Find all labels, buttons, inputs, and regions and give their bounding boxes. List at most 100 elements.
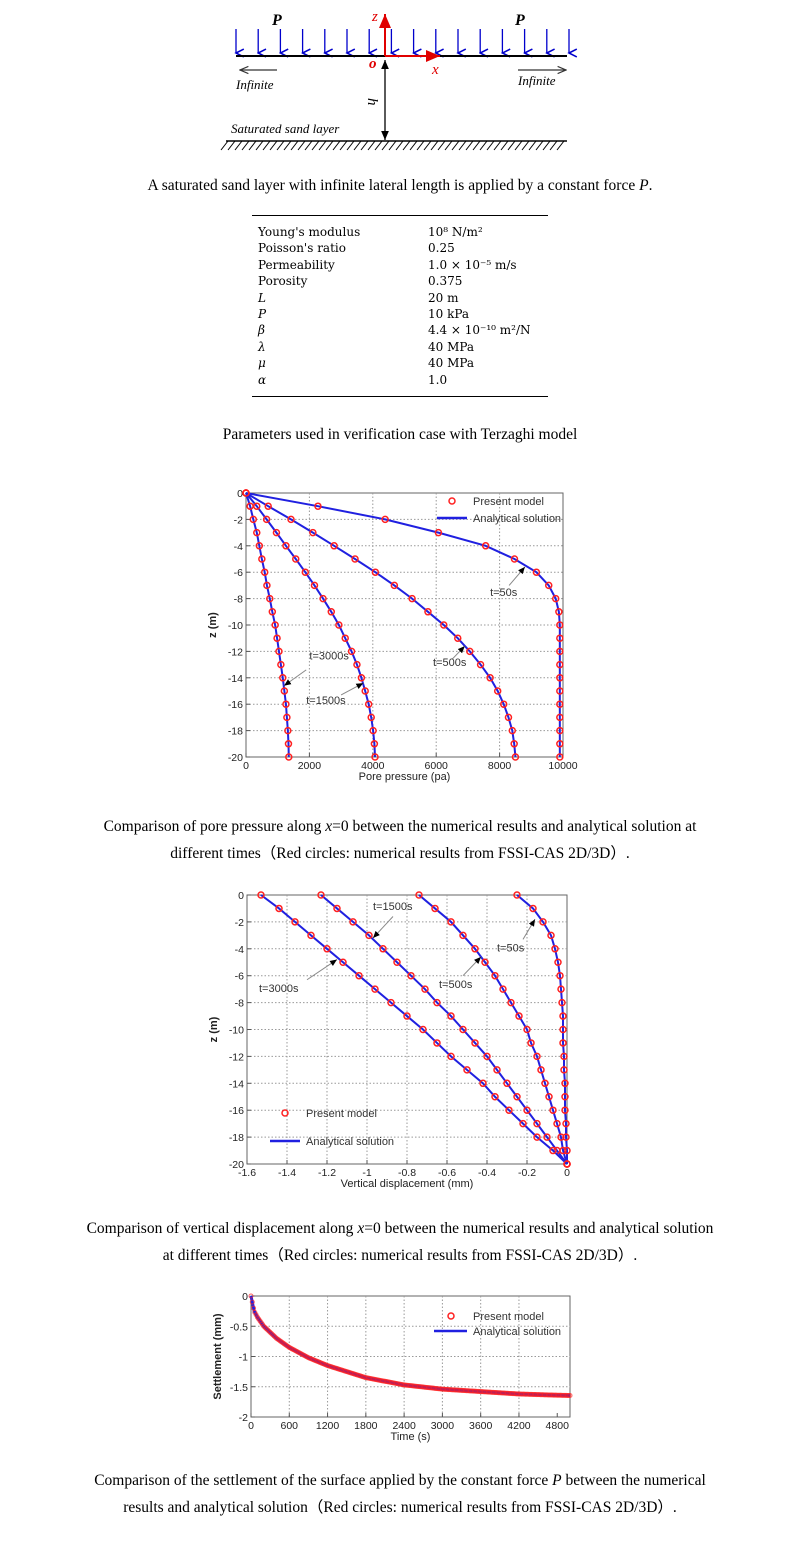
- data-point: [556, 621, 564, 629]
- hatch-line: [423, 140, 432, 151]
- data-point: [555, 608, 563, 616]
- y-tick-label: -14: [228, 673, 243, 685]
- data-point: [403, 1012, 411, 1020]
- data-point: [499, 700, 508, 708]
- data-point: [559, 1012, 567, 1020]
- data-point: [556, 713, 564, 722]
- data-point: [454, 634, 462, 642]
- series-line: [245, 492, 290, 758]
- x-tick-label: 2400: [392, 1420, 416, 1432]
- data-point: [433, 998, 441, 1007]
- data-point: [532, 568, 541, 576]
- series-line: [516, 894, 568, 1164]
- data-point: [353, 660, 361, 669]
- hatch-line: [416, 140, 425, 151]
- data-point: [529, 904, 537, 913]
- terzaghi-diagram: z x o P P Infinite Infinite h Saturated …: [220, 9, 590, 151]
- annotation-label: t=50s: [497, 942, 525, 954]
- hatch-line: [493, 140, 502, 151]
- data-point: [560, 1052, 568, 1061]
- x-tick-label: -0.8: [398, 1167, 416, 1179]
- hatch-line: [535, 140, 544, 151]
- param-row: β 4.4 × 10⁻¹⁰ m²/N: [252, 322, 548, 338]
- data-point: [541, 1079, 549, 1088]
- hatch-line: [395, 140, 404, 151]
- data-point: [556, 700, 564, 708]
- annotation-arrow: [508, 566, 526, 586]
- data-point: [561, 1093, 569, 1101]
- bedrock-hatch: [220, 140, 565, 151]
- y-tick-label: -1.5: [230, 1382, 248, 1394]
- data-point: [486, 674, 494, 682]
- infinite-right-label: Infinite: [517, 73, 556, 88]
- data-point: [407, 971, 415, 980]
- data-point: [491, 1093, 499, 1101]
- hatch-line: [304, 140, 313, 151]
- data-point: [275, 647, 283, 656]
- data-point: [333, 904, 341, 913]
- data-point: [556, 660, 564, 669]
- data-point: [544, 581, 553, 590]
- data-point: [260, 568, 269, 576]
- data-point: [284, 740, 293, 748]
- data-point: [253, 1312, 259, 1318]
- data-point: [471, 1039, 479, 1047]
- param-name: α: [258, 372, 267, 387]
- load-label-left: P: [271, 12, 282, 29]
- param-name: λ: [258, 339, 266, 354]
- annotation-arrow: [522, 918, 536, 940]
- data-point: [560, 1066, 568, 1074]
- hatch-line: [290, 140, 299, 151]
- y-tick-label: -2: [234, 514, 243, 526]
- hatch-line: [276, 140, 285, 151]
- y-tick-label: -20: [229, 1159, 244, 1171]
- data-point: [365, 931, 373, 940]
- data-point: [433, 1039, 441, 1047]
- data-point: [537, 1066, 545, 1074]
- origin-label: o: [369, 56, 377, 72]
- data-point: [459, 1025, 467, 1034]
- data-point: [339, 958, 347, 966]
- param-row: P 10 kPa: [252, 306, 548, 322]
- data-point: [330, 542, 338, 550]
- hatch-line: [402, 140, 411, 151]
- annotation-label: t=1500s: [373, 901, 413, 913]
- data-point: [471, 945, 479, 953]
- param-name: Permeability: [258, 257, 335, 272]
- series-line: [249, 1295, 571, 1398]
- data-point: [319, 594, 327, 603]
- data-point: [381, 515, 389, 524]
- data-point: [556, 687, 564, 695]
- hatch-line: [388, 140, 397, 151]
- data-point: [364, 700, 373, 708]
- hatch-line: [479, 140, 488, 151]
- vertical-displacement-chart: -1.6 -1.4 -1.2 -1 -0.8 -0.6 -0.4 -0.2 0 0 -2 -4 -6 -8…: [208, 890, 571, 1190]
- x-axis-label: x: [431, 62, 439, 78]
- data-point: [285, 753, 293, 761]
- data-point: [272, 528, 281, 537]
- data-point: [503, 1079, 511, 1088]
- data-point: [463, 1066, 471, 1074]
- data-point: [341, 634, 349, 642]
- data-point: [510, 555, 519, 563]
- x-tick-label: 3000: [431, 1420, 455, 1432]
- data-point: [476, 660, 485, 669]
- data-point: [539, 918, 547, 926]
- data-point: [275, 904, 283, 913]
- param-row: L 20 m: [252, 290, 548, 306]
- legend-label-analytical: Analytical solution: [473, 1326, 561, 1338]
- data-point: [549, 1106, 557, 1114]
- data-point: [335, 621, 343, 629]
- annotation-label: t=500s: [433, 657, 467, 669]
- hatch-line: [542, 140, 551, 151]
- data-point: [459, 931, 467, 940]
- series-line: [418, 894, 568, 1165]
- data-point: [508, 726, 517, 735]
- hatch-line: [332, 140, 341, 151]
- data-point: [327, 608, 336, 616]
- hatch-line: [367, 140, 376, 151]
- x-tick-label: -1.6: [238, 1167, 256, 1179]
- data-point: [556, 740, 564, 748]
- data-point: [513, 891, 521, 899]
- hatch-line: [262, 140, 271, 151]
